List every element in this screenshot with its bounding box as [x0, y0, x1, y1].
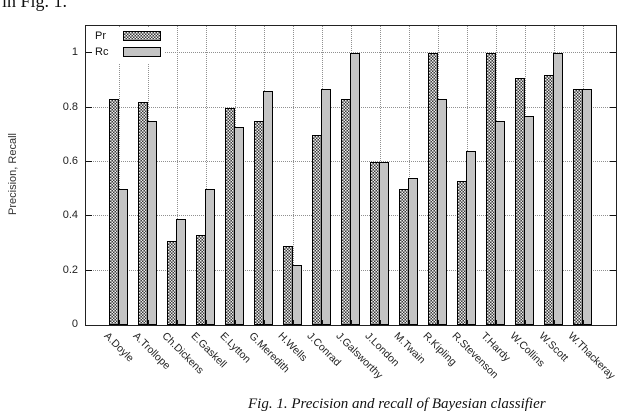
bar-cluster [341, 53, 360, 325]
plot-area: Pr Rc [85, 25, 617, 326]
bar-rc [379, 161, 390, 325]
x-tick-mark [234, 320, 236, 325]
bar-rc [204, 189, 215, 325]
y-tick-label: 0.4 [62, 209, 78, 222]
legend-row-precision: Pr [95, 28, 161, 44]
bar-rc [408, 178, 419, 325]
y-tick-label: 0.6 [62, 154, 78, 167]
clipped-body-text: in Fig. 1. [2, 0, 68, 11]
y-tick-mark [86, 160, 92, 162]
x-tick-mark [351, 320, 352, 325]
bar-rc [437, 99, 448, 325]
y-tick-mark [86, 52, 92, 54]
x-tick-mark [263, 320, 265, 325]
y-tick-mark [610, 52, 616, 54]
bar-rc [291, 265, 302, 325]
bar-cluster [311, 88, 331, 325]
bar-rc [524, 115, 535, 325]
y-tick-mark [610, 106, 616, 108]
x-tick-mark [176, 320, 178, 325]
bar-cluster [137, 102, 157, 325]
x-tick-mark [438, 320, 440, 325]
bar-cluster [282, 246, 302, 325]
v-gridline [409, 26, 411, 325]
bar-rc [146, 121, 157, 325]
x-tick-label: A.Doyle [101, 330, 136, 365]
pr-swatch-icon [123, 31, 161, 41]
bar-rc [466, 151, 477, 325]
bar-cluster [224, 107, 244, 325]
x-tick-mark [118, 320, 120, 325]
bar-rc [117, 189, 128, 325]
x-tick-mark [292, 320, 294, 325]
x-tick-mark [554, 320, 556, 325]
x-tick-mark [205, 320, 207, 325]
legend-row-recall: Rc [95, 44, 161, 60]
x-tick-mark [583, 320, 585, 325]
bar-cluster [108, 99, 128, 325]
bar-rc [553, 53, 564, 325]
x-tick-label: W.Thackeray [565, 330, 618, 382]
legend-label-rc: Rc [95, 46, 109, 58]
bar-rc [495, 121, 506, 325]
bar-cluster [166, 219, 186, 325]
bar-cluster [195, 189, 215, 325]
x-tick-mark [380, 320, 382, 325]
bar-cluster [370, 161, 390, 325]
bar-cluster [428, 53, 448, 325]
x-tick-mark [525, 320, 527, 325]
y-tick-label: 0.2 [62, 263, 78, 276]
y-axis-title: Precision, Recall [7, 133, 19, 215]
x-tick-mark [321, 320, 323, 325]
y-tick-mark [86, 269, 92, 271]
bar-rc [262, 91, 273, 325]
legend: Pr Rc [93, 27, 165, 63]
bar-cluster [253, 91, 273, 325]
y-tick-mark [86, 215, 92, 217]
bar-rc [582, 88, 593, 325]
bar-cluster [573, 88, 593, 325]
v-gridline [292, 26, 294, 325]
y-tick-label: 0.8 [62, 100, 78, 113]
bar-rc [233, 126, 244, 325]
x-tick-mark [147, 320, 149, 325]
bar-rc [175, 219, 186, 325]
bar-cluster [399, 178, 419, 325]
x-tick-mark [467, 320, 469, 325]
bar-rc [350, 53, 360, 325]
y-tick-mark [610, 215, 616, 217]
bar-cluster [544, 53, 564, 325]
y-tick-mark [86, 106, 92, 108]
bar-rc [320, 88, 331, 325]
x-tick-mark [496, 320, 498, 325]
y-tick-mark [610, 160, 616, 162]
v-gridline [176, 26, 178, 325]
y-tick-label: 1 [71, 46, 78, 59]
legend-label-pr: Pr [95, 30, 106, 42]
y-tick-mark [610, 269, 616, 271]
v-gridline [205, 26, 207, 325]
bar-cluster [515, 77, 535, 325]
bar-cluster [457, 151, 477, 325]
figure-caption: Fig. 1. Precision and recall of Bayesian… [248, 396, 546, 412]
v-gridline [118, 26, 120, 325]
x-tick-mark [409, 320, 411, 325]
rc-swatch-icon [123, 47, 161, 57]
bar-cluster [486, 53, 506, 325]
y-tick-label: 0 [71, 318, 78, 330]
